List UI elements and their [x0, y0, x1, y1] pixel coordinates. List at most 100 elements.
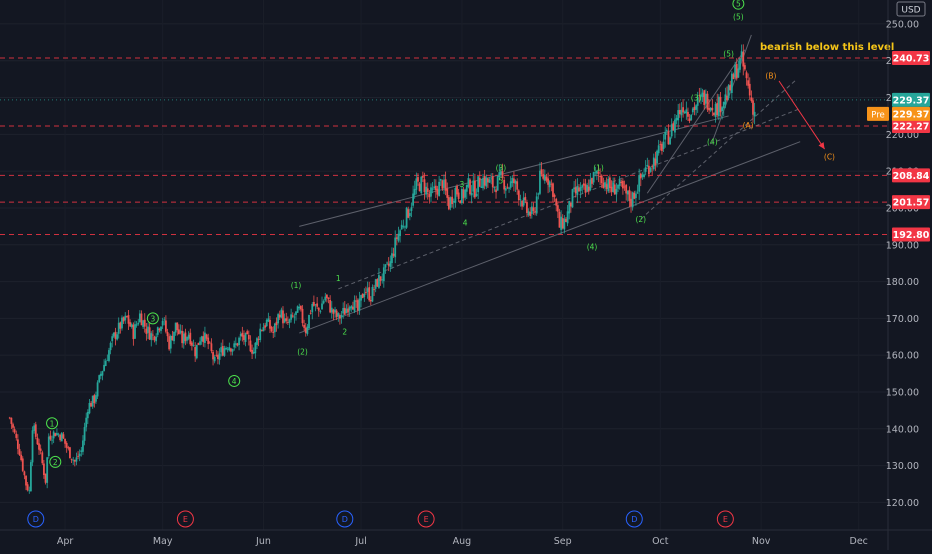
wave-label: 4 [232, 377, 237, 386]
wave-labels: 1 2 3 4 (1) (2) 1 2 3 (3) 4 5 (1) (4) (2) (3) (4) (5) (5) 5… [46, 0, 835, 468]
event-marker-label: E [723, 515, 728, 524]
price-tick-label: 170.00 [886, 314, 919, 325]
candle-body [400, 224, 403, 230]
candle-body [205, 334, 208, 339]
wave-label-circle [46, 417, 59, 430]
wave-label-circle [228, 374, 241, 387]
candle-body [54, 433, 57, 437]
candle-body [700, 94, 702, 97]
candle-body [301, 308, 304, 324]
candle-body [534, 211, 536, 213]
candle-body [459, 200, 462, 204]
candle-body [522, 197, 525, 206]
time-axis[interactable]: Apr May Jun Jul Aug Sep Oct Nov Dec [57, 536, 868, 547]
candle-body [644, 167, 647, 172]
candle-body [387, 263, 390, 266]
candle-body [433, 186, 436, 189]
candle-body [151, 334, 154, 336]
wave-label: 3 [459, 180, 464, 189]
candle-body [226, 348, 229, 350]
candle-body [312, 301, 315, 306]
candle-body [262, 327, 265, 332]
candle-body [340, 314, 343, 318]
candle-body [283, 318, 286, 323]
candle-body [719, 97, 722, 113]
candle-body [405, 207, 408, 228]
candle-body [114, 331, 117, 339]
candle-body [474, 180, 476, 198]
candle-body [15, 433, 18, 438]
candle-body [556, 205, 559, 212]
candle-body [21, 458, 24, 471]
candle-body [251, 349, 253, 354]
candle-body [667, 131, 670, 145]
candle-body [231, 349, 234, 352]
candle-body [683, 111, 686, 114]
earnings-marker [417, 510, 435, 528]
candle-body [95, 395, 97, 402]
candle-body [230, 348, 232, 352]
candle-body [594, 172, 597, 174]
candle-body [244, 333, 247, 342]
candle-body [592, 172, 595, 183]
trend-line [338, 108, 801, 290]
candle-body [402, 226, 405, 228]
level-price-tag: 208.84 [893, 171, 930, 182]
candle-body [382, 267, 385, 282]
last-price-tag: 229.37 [893, 95, 930, 106]
candle-body [542, 174, 545, 179]
currency-badge[interactable]: USD [896, 1, 926, 17]
candle-body [657, 145, 660, 154]
candle-body [314, 304, 317, 306]
candle-body [743, 65, 746, 70]
candle-body [67, 447, 70, 449]
candle-body [103, 364, 105, 371]
candle-body [199, 341, 201, 345]
candle-body [208, 342, 211, 344]
candle-body [12, 424, 14, 428]
candle-body [83, 427, 86, 441]
candle-body [91, 395, 94, 407]
candle-body [638, 175, 641, 192]
earnings-marker [176, 510, 194, 528]
candle-body [280, 309, 283, 318]
projection-arrow [778, 80, 825, 150]
candle-body [568, 201, 571, 214]
dividend-marker [625, 510, 643, 528]
candle-body [182, 333, 185, 344]
candle-body [415, 178, 418, 190]
candle-body [612, 182, 615, 192]
candle-body [625, 184, 628, 194]
candle-body [285, 318, 288, 321]
candle-body [462, 189, 465, 199]
trend-line [299, 115, 729, 227]
candle-body [363, 293, 366, 297]
candle-body [535, 196, 538, 214]
candle-body [540, 169, 543, 175]
candle-body [615, 189, 618, 195]
candle-body [145, 328, 148, 334]
wave-label: (2) [635, 215, 646, 224]
candle-body [613, 184, 616, 195]
candle-body [272, 331, 275, 333]
candle-body [77, 455, 79, 457]
candle-body [225, 347, 227, 350]
candle-body [112, 332, 115, 337]
candle-body [607, 178, 610, 192]
candle-body [161, 320, 164, 326]
candle-body [347, 308, 349, 313]
candle-body [130, 324, 133, 328]
event-marker-label: D [631, 515, 637, 524]
candle-body [532, 207, 535, 211]
candle-body [43, 463, 45, 475]
candle-body [233, 343, 236, 348]
candle-body [236, 343, 239, 346]
candle-body [407, 209, 410, 218]
candle-body [218, 353, 221, 360]
candle-body [578, 187, 580, 192]
candle-body [38, 443, 40, 450]
